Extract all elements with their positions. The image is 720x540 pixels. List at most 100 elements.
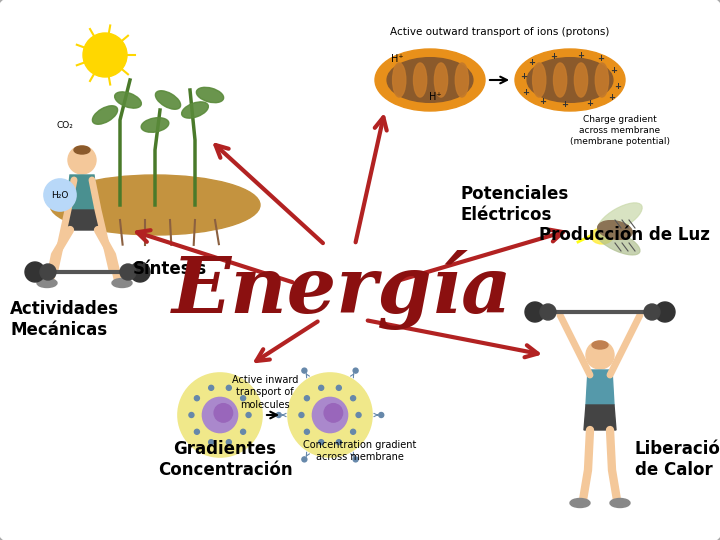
Ellipse shape (598, 203, 642, 233)
Circle shape (194, 396, 199, 401)
Text: +: + (539, 97, 546, 106)
Circle shape (214, 404, 233, 422)
Circle shape (353, 368, 358, 373)
Polygon shape (64, 210, 100, 230)
Ellipse shape (50, 175, 260, 235)
Circle shape (324, 404, 343, 422)
Text: Síntesis: Síntesis (133, 260, 207, 278)
Circle shape (644, 304, 660, 320)
Ellipse shape (434, 63, 448, 97)
Circle shape (353, 457, 358, 462)
Circle shape (209, 440, 214, 444)
Text: Actividades
Mecánicas: Actividades Mecánicas (10, 300, 119, 339)
Ellipse shape (575, 63, 588, 97)
Circle shape (540, 304, 556, 320)
Circle shape (178, 373, 262, 457)
Ellipse shape (527, 58, 613, 102)
Circle shape (305, 429, 310, 434)
Text: Energía: Energía (172, 250, 512, 330)
Text: +: + (561, 100, 568, 109)
Circle shape (586, 341, 614, 369)
Text: H⁺: H⁺ (428, 92, 441, 102)
Circle shape (288, 373, 372, 457)
Circle shape (655, 302, 675, 322)
Text: Gradientes
Concentración: Gradientes Concentración (158, 440, 292, 479)
Text: Active outward transport of ions (protons): Active outward transport of ions (proton… (390, 27, 610, 37)
Text: +: + (550, 52, 557, 61)
Text: +: + (586, 99, 593, 108)
Ellipse shape (596, 229, 640, 255)
Text: +: + (611, 66, 618, 75)
Circle shape (120, 264, 136, 280)
Ellipse shape (570, 498, 590, 508)
Text: +: + (523, 88, 529, 97)
Text: +: + (577, 51, 585, 60)
Circle shape (202, 397, 238, 433)
Ellipse shape (455, 63, 469, 97)
Circle shape (49, 109, 81, 141)
Ellipse shape (554, 63, 567, 97)
Ellipse shape (92, 106, 117, 124)
Circle shape (276, 413, 282, 417)
Text: Charge gradient
across membrane
(membrane potential): Charge gradient across membrane (membran… (570, 115, 670, 146)
Ellipse shape (592, 341, 608, 349)
Text: +: + (521, 72, 527, 82)
Circle shape (525, 302, 545, 322)
Polygon shape (586, 370, 614, 405)
Circle shape (319, 386, 324, 390)
Text: Potenciales
Eléctricos: Potenciales Eléctricos (460, 185, 568, 224)
Circle shape (356, 413, 361, 417)
Circle shape (25, 262, 45, 282)
Circle shape (226, 440, 231, 444)
Text: CO₂: CO₂ (57, 120, 73, 130)
Circle shape (302, 457, 307, 462)
Ellipse shape (112, 279, 132, 287)
Text: Active inward
transport of
molecules: Active inward transport of molecules (232, 375, 298, 410)
Ellipse shape (156, 91, 181, 109)
Text: +: + (608, 93, 616, 102)
Circle shape (336, 386, 341, 390)
Ellipse shape (595, 63, 608, 97)
Ellipse shape (197, 87, 224, 103)
Circle shape (240, 429, 246, 434)
Ellipse shape (141, 118, 169, 132)
Circle shape (351, 396, 356, 401)
Circle shape (68, 146, 96, 174)
Text: +: + (528, 58, 535, 67)
Circle shape (130, 262, 150, 282)
Circle shape (226, 386, 231, 390)
Circle shape (336, 440, 341, 444)
Text: Concentration gradient
across membrane: Concentration gradient across membrane (303, 440, 417, 462)
Text: Producción de Luz: Producción de Luz (539, 226, 710, 244)
Text: H⁺: H⁺ (391, 54, 403, 64)
Circle shape (240, 396, 246, 401)
Circle shape (83, 33, 127, 77)
Circle shape (44, 179, 76, 211)
Circle shape (305, 396, 310, 401)
Circle shape (379, 413, 384, 417)
Ellipse shape (533, 63, 546, 97)
Ellipse shape (591, 228, 613, 244)
Circle shape (194, 429, 199, 434)
Circle shape (189, 413, 194, 417)
Circle shape (246, 413, 251, 417)
Circle shape (299, 413, 304, 417)
Circle shape (312, 397, 348, 433)
Ellipse shape (114, 92, 141, 108)
Ellipse shape (610, 498, 630, 508)
Circle shape (40, 264, 56, 280)
Text: +: + (598, 54, 604, 63)
Ellipse shape (37, 279, 57, 287)
Ellipse shape (515, 49, 625, 111)
Ellipse shape (392, 63, 406, 97)
Circle shape (302, 368, 307, 373)
Circle shape (351, 429, 356, 434)
Text: H₂O: H₂O (51, 191, 68, 199)
Ellipse shape (375, 49, 485, 111)
Circle shape (319, 440, 324, 444)
Ellipse shape (181, 102, 208, 118)
Ellipse shape (413, 63, 427, 97)
Ellipse shape (74, 146, 90, 154)
Text: Liberación
de Calor: Liberación de Calor (635, 440, 720, 479)
Ellipse shape (598, 221, 632, 239)
